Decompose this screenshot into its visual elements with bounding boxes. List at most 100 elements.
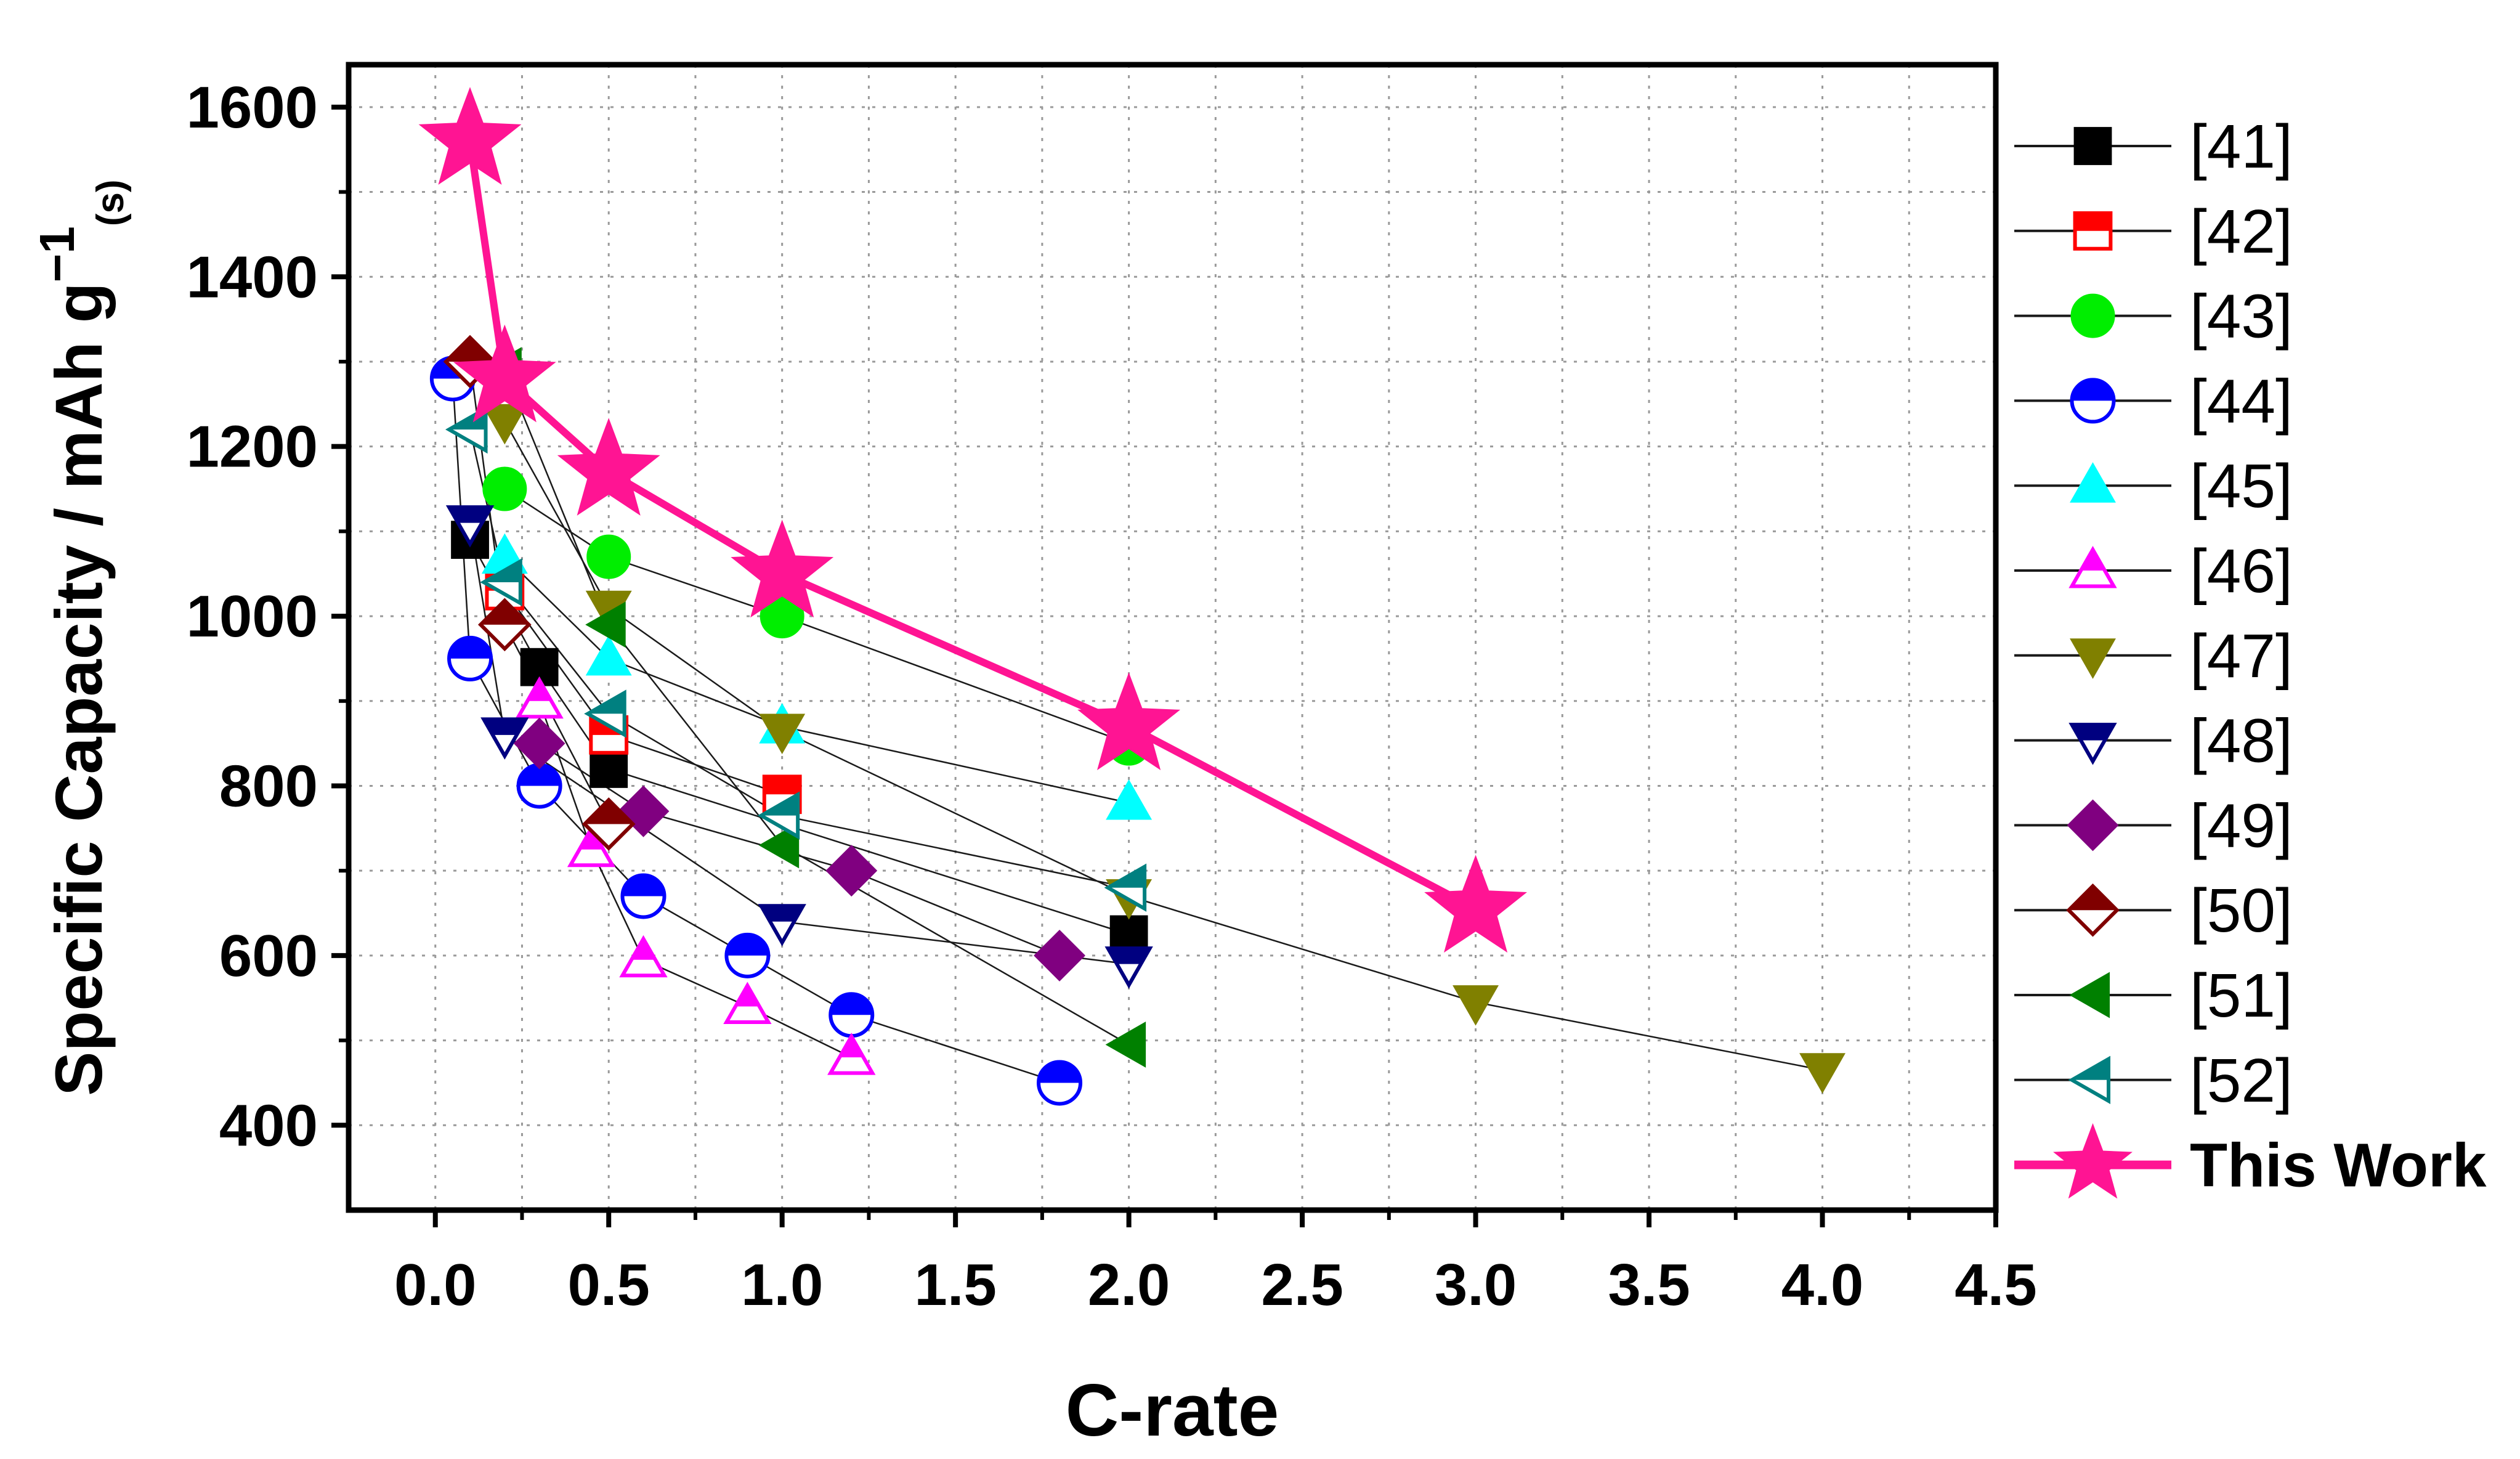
- this-work-point: [1424, 855, 1528, 953]
- series-11-point: [757, 791, 800, 840]
- x-tick-label: 4.0: [1781, 1252, 1863, 1318]
- series-7-point: [1104, 946, 1153, 989]
- series-3-point: [516, 763, 562, 809]
- legend-item: [41]: [2014, 112, 2293, 181]
- grid-lines: [349, 65, 1997, 1210]
- legend-label: This Work: [2190, 1131, 2487, 1200]
- legend-marker-shape: [2073, 127, 2112, 165]
- this-work-point-shape: [731, 519, 834, 618]
- legend-marker-shape: [2070, 462, 2116, 503]
- series-5-point-half-fill: [525, 677, 553, 701]
- series-2-point-shape: [586, 534, 631, 579]
- series-11-point-half-fill: [758, 792, 800, 816]
- y-tick-label: 400: [219, 1092, 318, 1158]
- y-axis-title: Specific Capacity / mAh g−1(s): [30, 179, 132, 1095]
- series-5-point: [619, 935, 668, 978]
- legend-marker: [2070, 462, 2116, 503]
- series-7-point-half-fill: [759, 904, 806, 922]
- x-axis: 0.0 0.5 1.0 1.5 2.0 2.5 3.0 3.5 4.0 4.5: [394, 1210, 2037, 1318]
- series-6-point-shape: [1799, 1053, 1845, 1094]
- legend-marker: [2068, 723, 2117, 765]
- legend-marker-shape: [2070, 638, 2116, 679]
- legend-item: [43]: [2014, 282, 2293, 351]
- legend-item: This Work: [2014, 1123, 2487, 1200]
- series-10-point: [758, 822, 800, 869]
- series-3-point: [724, 932, 771, 978]
- this-work-point-shape: [453, 324, 556, 423]
- legend-label: [52]: [2190, 1046, 2293, 1115]
- legend-marker-half-fill: [2079, 547, 2107, 571]
- legend-label: [44]: [2190, 367, 2293, 436]
- legend-marker: [2068, 545, 2117, 588]
- series-4-point-shape: [585, 635, 632, 676]
- legend-marker: [2069, 972, 2110, 1018]
- x-tick-label: 1.5: [914, 1252, 996, 1318]
- series-11-point-half-fill: [481, 559, 522, 582]
- series-2-point: [482, 466, 527, 511]
- legend-marker-shape: [2053, 1123, 2133, 1199]
- plot-frame: [346, 62, 1999, 1213]
- series-9-point-half-fill: [583, 798, 635, 824]
- series-8-point-shape: [1034, 929, 1085, 981]
- series-5-point: [567, 824, 616, 868]
- this-work-point: [453, 324, 556, 423]
- series-7-point-half-fill: [1106, 947, 1153, 964]
- series-line-5: [538, 701, 852, 1059]
- series-line-12: [466, 140, 1478, 912]
- legend-label: [49]: [2190, 791, 2293, 860]
- y-tick-label: 800: [219, 753, 318, 819]
- series-4-point: [1106, 779, 1153, 820]
- x-tick-label: 3.0: [1435, 1252, 1517, 1318]
- legend-marker: [2068, 1055, 2110, 1104]
- series-6-point: [1452, 985, 1499, 1026]
- series-6-point: [759, 713, 806, 755]
- series-5-point-half-fill: [734, 983, 761, 1007]
- series-6-point-shape: [1452, 985, 1499, 1026]
- series-4-point-shape: [1106, 779, 1153, 820]
- this-work-point: [1077, 672, 1181, 771]
- legend-marker: [2066, 883, 2120, 937]
- y-tick-label: 1200: [186, 414, 318, 480]
- legend-item: [47]: [2014, 622, 2293, 691]
- series-7-point-half-fill: [481, 718, 528, 735]
- x-tick-label: 3.5: [1608, 1252, 1690, 1318]
- series-11-point: [584, 689, 626, 738]
- series-line-10: [504, 370, 1130, 1046]
- series-5-point-half-fill: [838, 1034, 865, 1058]
- series-10-point-shape: [758, 822, 800, 869]
- series-8-point: [513, 717, 565, 770]
- series-5-point: [515, 676, 564, 719]
- series-3-point: [829, 992, 875, 1038]
- series-line-6: [504, 420, 1823, 1071]
- series-3-point: [447, 635, 493, 681]
- legend-label: [50]: [2190, 876, 2293, 945]
- this-work-point-shape: [418, 87, 522, 185]
- series-11-point-half-fill: [1105, 864, 1146, 888]
- series-1-point-half-fill: [763, 775, 801, 795]
- x-tick-label: 2.0: [1088, 1252, 1170, 1318]
- series-11-point: [480, 558, 522, 607]
- series-10-point: [1105, 1022, 1146, 1068]
- series-6-point: [1799, 1053, 1845, 1094]
- this-work-point: [557, 418, 660, 516]
- series-3-point-half-fill: [621, 874, 666, 896]
- series-8-point: [1034, 929, 1085, 981]
- series-9-point: [477, 598, 532, 652]
- series-8-point: [825, 845, 878, 897]
- y-axis: 400 600 800 1000 1200 1400 1600: [186, 75, 349, 1158]
- series-3-point: [1037, 1060, 1083, 1106]
- legend-item: [44]: [2014, 367, 2293, 436]
- legend-item: [51]: [2014, 961, 2293, 1030]
- series-7-point: [758, 904, 806, 946]
- legend-marker-shape: [2067, 799, 2119, 851]
- legend-label: [42]: [2190, 197, 2293, 266]
- y-tick-label: 1400: [186, 244, 318, 310]
- series-7-point-half-fill: [447, 506, 493, 523]
- legend-item: [48]: [2014, 707, 2293, 776]
- y-tick-label: 1600: [186, 75, 318, 140]
- x-tick-label: 0.5: [567, 1252, 649, 1318]
- series-5-point-half-fill: [578, 826, 605, 850]
- series-line-2: [504, 488, 1130, 744]
- legend-item: [42]: [2014, 197, 2293, 266]
